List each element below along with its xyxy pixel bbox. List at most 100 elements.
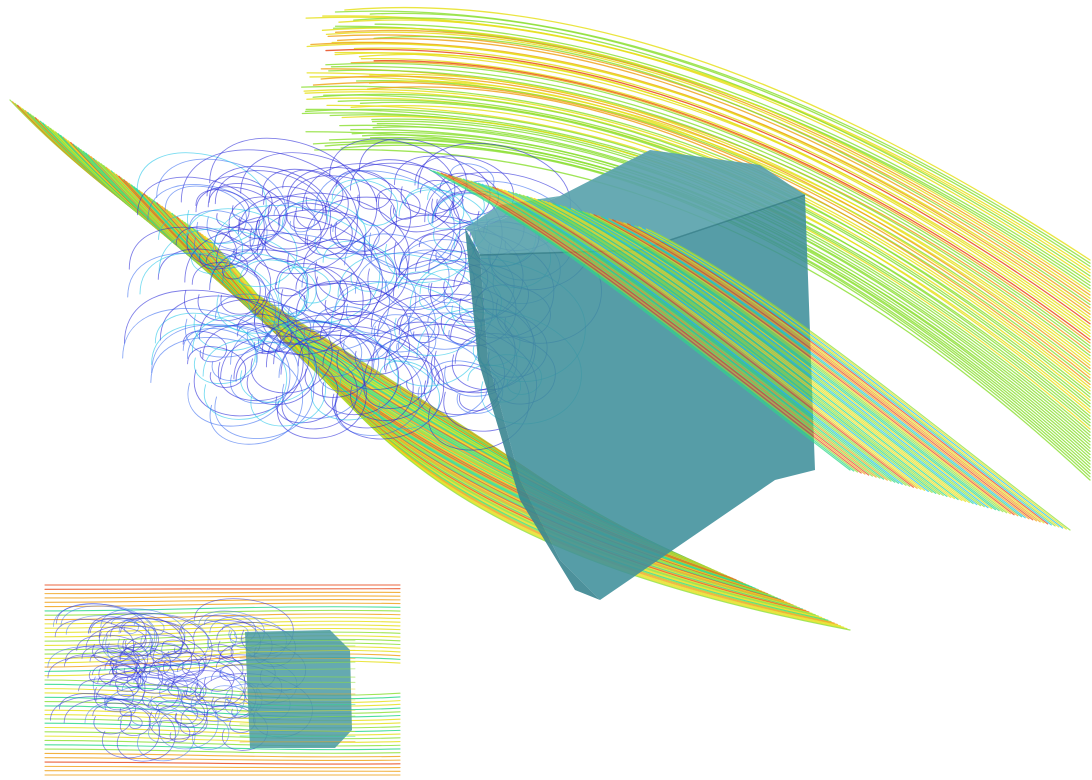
vortex-line <box>332 217 380 251</box>
streamline <box>537 198 959 501</box>
vortex-line <box>283 321 363 377</box>
streamline <box>522 194 944 497</box>
streamline <box>544 200 967 503</box>
streamline <box>44 591 401 595</box>
streamline <box>44 731 401 740</box>
streamline <box>44 748 401 754</box>
vortex-line <box>142 663 246 722</box>
vortex-line <box>214 170 328 250</box>
streamline <box>507 190 929 492</box>
streamline <box>582 211 1004 513</box>
streamline <box>312 81 1091 379</box>
vortex-line <box>263 186 324 229</box>
vortex-line <box>47 646 144 701</box>
streamline <box>310 41 1091 315</box>
vortex-line <box>329 138 456 228</box>
vortex-line <box>158 710 230 750</box>
streamline <box>323 94 1091 395</box>
streamline <box>470 180 892 482</box>
streamline <box>338 19 1091 280</box>
vortex-line <box>312 305 392 362</box>
streamline <box>511 191 933 493</box>
vortex-line <box>59 693 132 735</box>
vortex-line <box>128 226 272 328</box>
streamline <box>496 187 918 489</box>
vortex-line <box>136 152 267 245</box>
vortex-line <box>92 663 142 692</box>
vortex-line <box>203 613 257 643</box>
streamline <box>239 649 356 653</box>
streamline <box>552 202 974 505</box>
vortex-line <box>110 617 139 634</box>
streamline <box>503 189 926 491</box>
inset-bluff-body <box>245 630 352 748</box>
streamline <box>634 225 1056 527</box>
vortex-line <box>95 676 208 740</box>
streamline <box>337 37 1091 309</box>
vortex-line <box>215 215 383 333</box>
streamline <box>649 229 1071 531</box>
vortex-line <box>162 639 188 655</box>
streamline <box>334 10 1091 264</box>
streamline <box>366 86 1091 385</box>
streamline <box>574 209 997 511</box>
vortex-line <box>164 185 247 244</box>
streamline <box>373 35 1091 306</box>
vortex-line <box>103 694 160 726</box>
vortex-line <box>119 642 200 688</box>
streamline <box>303 88 1091 389</box>
streamline <box>518 193 941 496</box>
streamline <box>353 47 1091 322</box>
vortex-line <box>137 176 265 267</box>
vortex-line <box>182 328 258 381</box>
vortex-line <box>273 202 316 233</box>
vortex-line <box>100 608 186 657</box>
vortex-line <box>304 196 467 311</box>
streamline <box>586 212 1008 514</box>
vortex-line <box>155 642 182 659</box>
streamline <box>474 181 896 483</box>
streamline <box>571 208 993 510</box>
vortex-line <box>208 165 331 253</box>
vortex-line <box>124 634 207 682</box>
vortex-line <box>98 612 213 677</box>
streamline <box>368 80 1091 376</box>
streamline <box>604 217 1026 519</box>
streamline <box>312 93 1091 398</box>
vortex-line <box>235 350 339 424</box>
streamline <box>373 60 1091 341</box>
streamline <box>563 206 985 508</box>
vortex-line <box>120 709 180 743</box>
streamline <box>451 175 873 477</box>
streamline <box>330 65 1091 350</box>
streamline <box>325 62 1091 347</box>
streamline <box>612 219 1034 521</box>
streamline <box>335 29 1091 296</box>
vortex-line <box>286 310 331 342</box>
streamline <box>429 169 851 471</box>
vortex-line <box>147 694 206 728</box>
vortex-line <box>238 259 317 315</box>
streamline <box>44 752 401 758</box>
vortex-line <box>277 282 430 390</box>
streamline <box>320 75 1091 370</box>
streamline <box>44 770 401 772</box>
streamline <box>301 85 1091 382</box>
vortex-line <box>185 208 298 287</box>
streamline <box>567 207 989 509</box>
vortex-line <box>198 299 333 394</box>
streamline <box>353 17 1091 277</box>
streamline <box>615 220 1038 522</box>
vortex-line <box>322 334 429 409</box>
vortex-line <box>109 618 195 667</box>
vortex-line <box>172 680 202 698</box>
vortex-line <box>404 187 465 230</box>
vortex-line <box>118 613 209 665</box>
streamline <box>559 204 982 507</box>
streamline <box>239 709 356 713</box>
vortex-line <box>261 319 373 398</box>
streamline <box>541 199 963 502</box>
streamline <box>641 227 1064 529</box>
vortex-line <box>265 287 308 317</box>
